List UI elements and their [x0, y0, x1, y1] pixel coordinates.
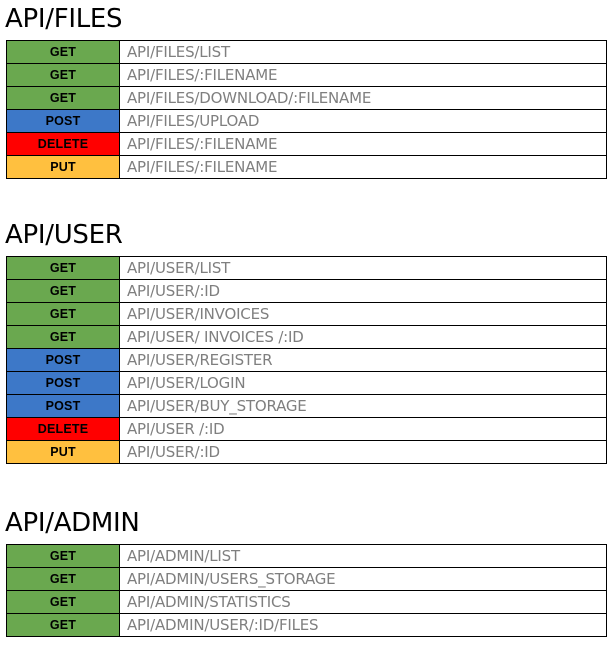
method-badge: GET	[6, 63, 120, 87]
table-row: POST API/USER/REGISTER	[6, 348, 607, 372]
endpoint-path: API/FILES/DOWNLOAD/:FILENAME	[119, 86, 607, 110]
table-row: GET API/USER/LIST	[6, 256, 607, 280]
table-row: DELETE API/USER /:ID	[6, 417, 607, 441]
method-badge: PUT	[6, 155, 120, 179]
table-row: GET API/ADMIN/LIST	[6, 544, 607, 568]
table-row: GET API/USER/:ID	[6, 279, 607, 303]
endpoint-path: API/ADMIN/STATISTICS	[119, 590, 607, 614]
method-badge: GET	[6, 325, 120, 349]
method-badge: PUT	[6, 440, 120, 464]
method-badge: GET	[6, 544, 120, 568]
endpoint-path: API/USER/BUY_STORAGE	[119, 394, 607, 418]
endpoint-path: API/FILES/:FILENAME	[119, 63, 607, 87]
endpoint-table: GET API/FILES/LIST GET API/FILES/:FILENAME…	[6, 40, 607, 179]
table-row: DELETE API/FILES/:FILENAME	[6, 132, 607, 156]
endpoint-path: API/USER/LOGIN	[119, 371, 607, 395]
method-badge: POST	[6, 371, 120, 395]
table-row: PUT API/USER/:ID	[6, 440, 607, 464]
method-badge: GET	[6, 302, 120, 326]
endpoint-path: API/USER /:ID	[119, 417, 607, 441]
endpoint-table: GET API/USER/LIST GET API/USER/:ID GET API/…	[6, 256, 607, 464]
endpoint-path: API/USER/LIST	[119, 256, 607, 280]
endpoint-path: API/ADMIN/USER/:ID/FILES	[119, 613, 607, 637]
table-row: POST API/USER/LOGIN	[6, 371, 607, 395]
table-row: GET API/FILES/LIST	[6, 40, 607, 64]
endpoint-path: API/FILES/UPLOAD	[119, 109, 607, 133]
table-row: GET API/ADMIN/USER/:ID/FILES	[6, 613, 607, 637]
endpoint-path: API/ADMIN/USERS_STORAGE	[119, 567, 607, 591]
table-row: GET API/FILES/:FILENAME	[6, 63, 607, 87]
table-row: GET API/ADMIN/USERS_STORAGE	[6, 567, 607, 591]
section-title: API/ADMIN	[5, 508, 140, 538]
method-badge: POST	[6, 394, 120, 418]
table-row: GET API/USER/INVOICES	[6, 302, 607, 326]
section-title: API/FILES	[5, 4, 123, 34]
method-badge: GET	[6, 279, 120, 303]
endpoint-path: API/FILES/:FILENAME	[119, 155, 607, 179]
method-badge: DELETE	[6, 132, 120, 156]
method-badge: GET	[6, 40, 120, 64]
method-badge: GET	[6, 590, 120, 614]
table-row: POST API/USER/BUY_STORAGE	[6, 394, 607, 418]
method-badge: POST	[6, 109, 120, 133]
endpoint-path: API/ADMIN/LIST	[119, 544, 607, 568]
section-title: API/USER	[5, 220, 123, 250]
endpoint-path: API/USER/:ID	[119, 440, 607, 464]
table-row: PUT API/FILES/:FILENAME	[6, 155, 607, 179]
endpoint-path: API/USER/INVOICES	[119, 302, 607, 326]
method-badge: GET	[6, 567, 120, 591]
method-badge: POST	[6, 348, 120, 372]
table-row: GET API/ADMIN/STATISTICS	[6, 590, 607, 614]
method-badge: GET	[6, 256, 120, 280]
method-badge: GET	[6, 86, 120, 110]
table-row: GET API/FILES/DOWNLOAD/:FILENAME	[6, 86, 607, 110]
method-badge: DELETE	[6, 417, 120, 441]
endpoint-table: GET API/ADMIN/LIST GET API/ADMIN/USERS_STO…	[6, 544, 607, 637]
table-row: GET API/USER/ INVOICES /:ID	[6, 325, 607, 349]
endpoint-path: API/FILES/LIST	[119, 40, 607, 64]
endpoint-path: API/USER/ INVOICES /:ID	[119, 325, 607, 349]
method-badge: GET	[6, 613, 120, 637]
endpoint-path: API/USER/:ID	[119, 279, 607, 303]
table-row: POST API/FILES/UPLOAD	[6, 109, 607, 133]
endpoint-path: API/USER/REGISTER	[119, 348, 607, 372]
endpoint-path: API/FILES/:FILENAME	[119, 132, 607, 156]
